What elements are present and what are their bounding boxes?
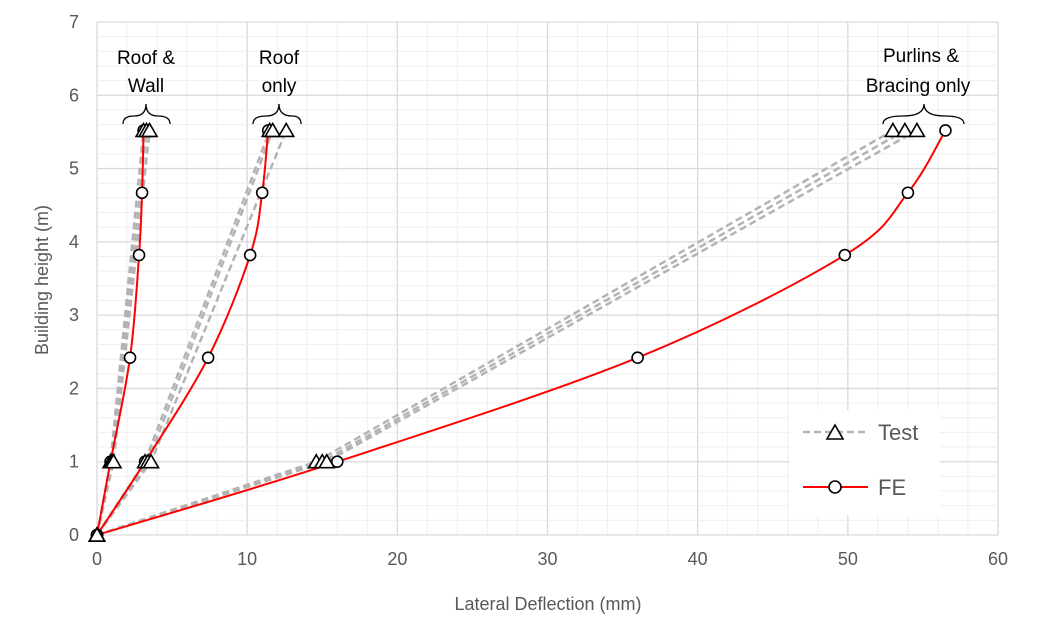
brace-icon — [882, 103, 965, 125]
svg-text:Roof: Roof — [259, 48, 300, 69]
x-tick-label: 30 — [537, 549, 557, 569]
fe-series-line — [96, 129, 947, 536]
test-data-point — [317, 453, 336, 469]
fe-data-point — [243, 248, 257, 262]
legend-marker-circle — [828, 480, 842, 494]
test-series-line — [96, 129, 906, 537]
y-tick-label: 3 — [69, 305, 79, 325]
svg-text:Bracing only: Bracing only — [866, 76, 971, 97]
fe-data-point — [135, 186, 149, 200]
test-series-line — [95, 130, 271, 536]
y-axis-title: Building height (m) — [32, 205, 52, 355]
y-tick-label: 4 — [69, 232, 79, 252]
annotation-roof-only: Roof only — [252, 48, 302, 125]
fe-data-point — [901, 186, 915, 200]
series-layer — [88, 121, 952, 542]
legend-label-test: Test — [878, 420, 918, 445]
x-tick-label: 60 — [988, 549, 1008, 569]
test-series-line — [96, 129, 894, 537]
y-tick-label: 0 — [69, 525, 79, 545]
test-series-line — [96, 129, 918, 537]
brace-icon — [122, 103, 171, 125]
svg-text:only: only — [262, 76, 297, 97]
fe-data-point — [838, 248, 852, 262]
annotation-roof-wall: Roof & Wall — [117, 48, 175, 125]
svg-text:Purlins &: Purlins & — [883, 46, 959, 67]
test-data-point — [277, 121, 296, 138]
test-data-point — [88, 526, 106, 542]
test-data-point — [140, 121, 159, 138]
test-data-point — [908, 121, 926, 138]
legend: Test FE — [790, 410, 940, 515]
fe-data-point — [255, 186, 269, 200]
y-tick-label: 5 — [69, 159, 79, 179]
test-data-point — [883, 121, 902, 138]
x-tick-label: 20 — [387, 549, 407, 569]
legend-marker-triangle — [825, 423, 845, 440]
fe-data-point — [330, 455, 344, 469]
fe-data-point — [631, 351, 644, 364]
legend-label-fe: FE — [878, 475, 906, 500]
x-tick-label: 40 — [688, 549, 708, 569]
fe-data-point — [939, 124, 952, 137]
x-tick-label: 0 — [92, 549, 102, 569]
x-axis-title: Lateral Deflection (mm) — [454, 594, 641, 614]
tick-labels: 0 10 20 30 40 50 60 0 1 2 3 4 5 6 7 — [69, 12, 1008, 569]
fe-data-point — [132, 248, 146, 262]
y-tick-label: 2 — [69, 378, 79, 398]
test-data-point — [142, 453, 160, 469]
test-data-point — [104, 453, 123, 469]
y-tick-label: 6 — [69, 85, 79, 105]
x-tick-label: 10 — [237, 549, 257, 569]
svg-text:Wall: Wall — [128, 76, 164, 97]
y-tick-label: 1 — [69, 452, 79, 472]
fe-data-point — [201, 351, 215, 364]
test-data-point — [263, 121, 282, 138]
brace-icon — [252, 103, 302, 125]
fe-data-point — [123, 351, 137, 364]
y-tick-label: 7 — [69, 12, 79, 32]
test-data-point — [896, 121, 914, 138]
svg-text:Roof &: Roof & — [117, 48, 175, 69]
annotation-purlins-bracing: Purlins & Bracing only — [866, 46, 971, 125]
x-tick-label: 50 — [838, 549, 858, 569]
